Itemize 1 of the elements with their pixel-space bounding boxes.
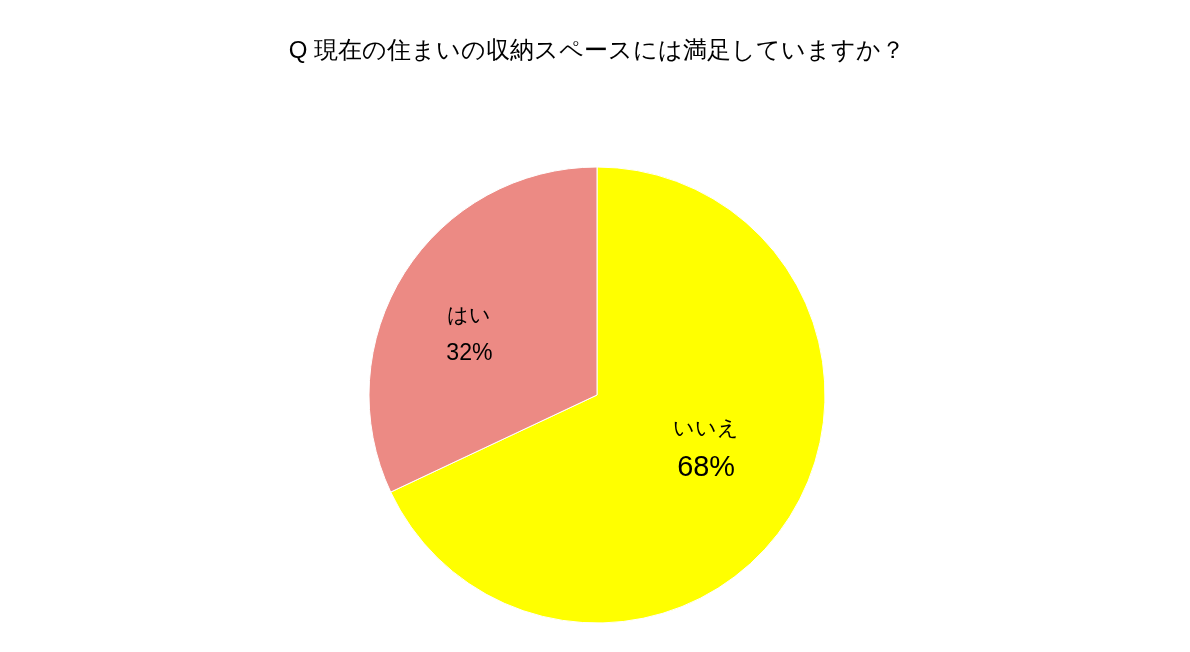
title: Q 現在の住まいの収納スペースには満足していますか？: [288, 36, 906, 63]
